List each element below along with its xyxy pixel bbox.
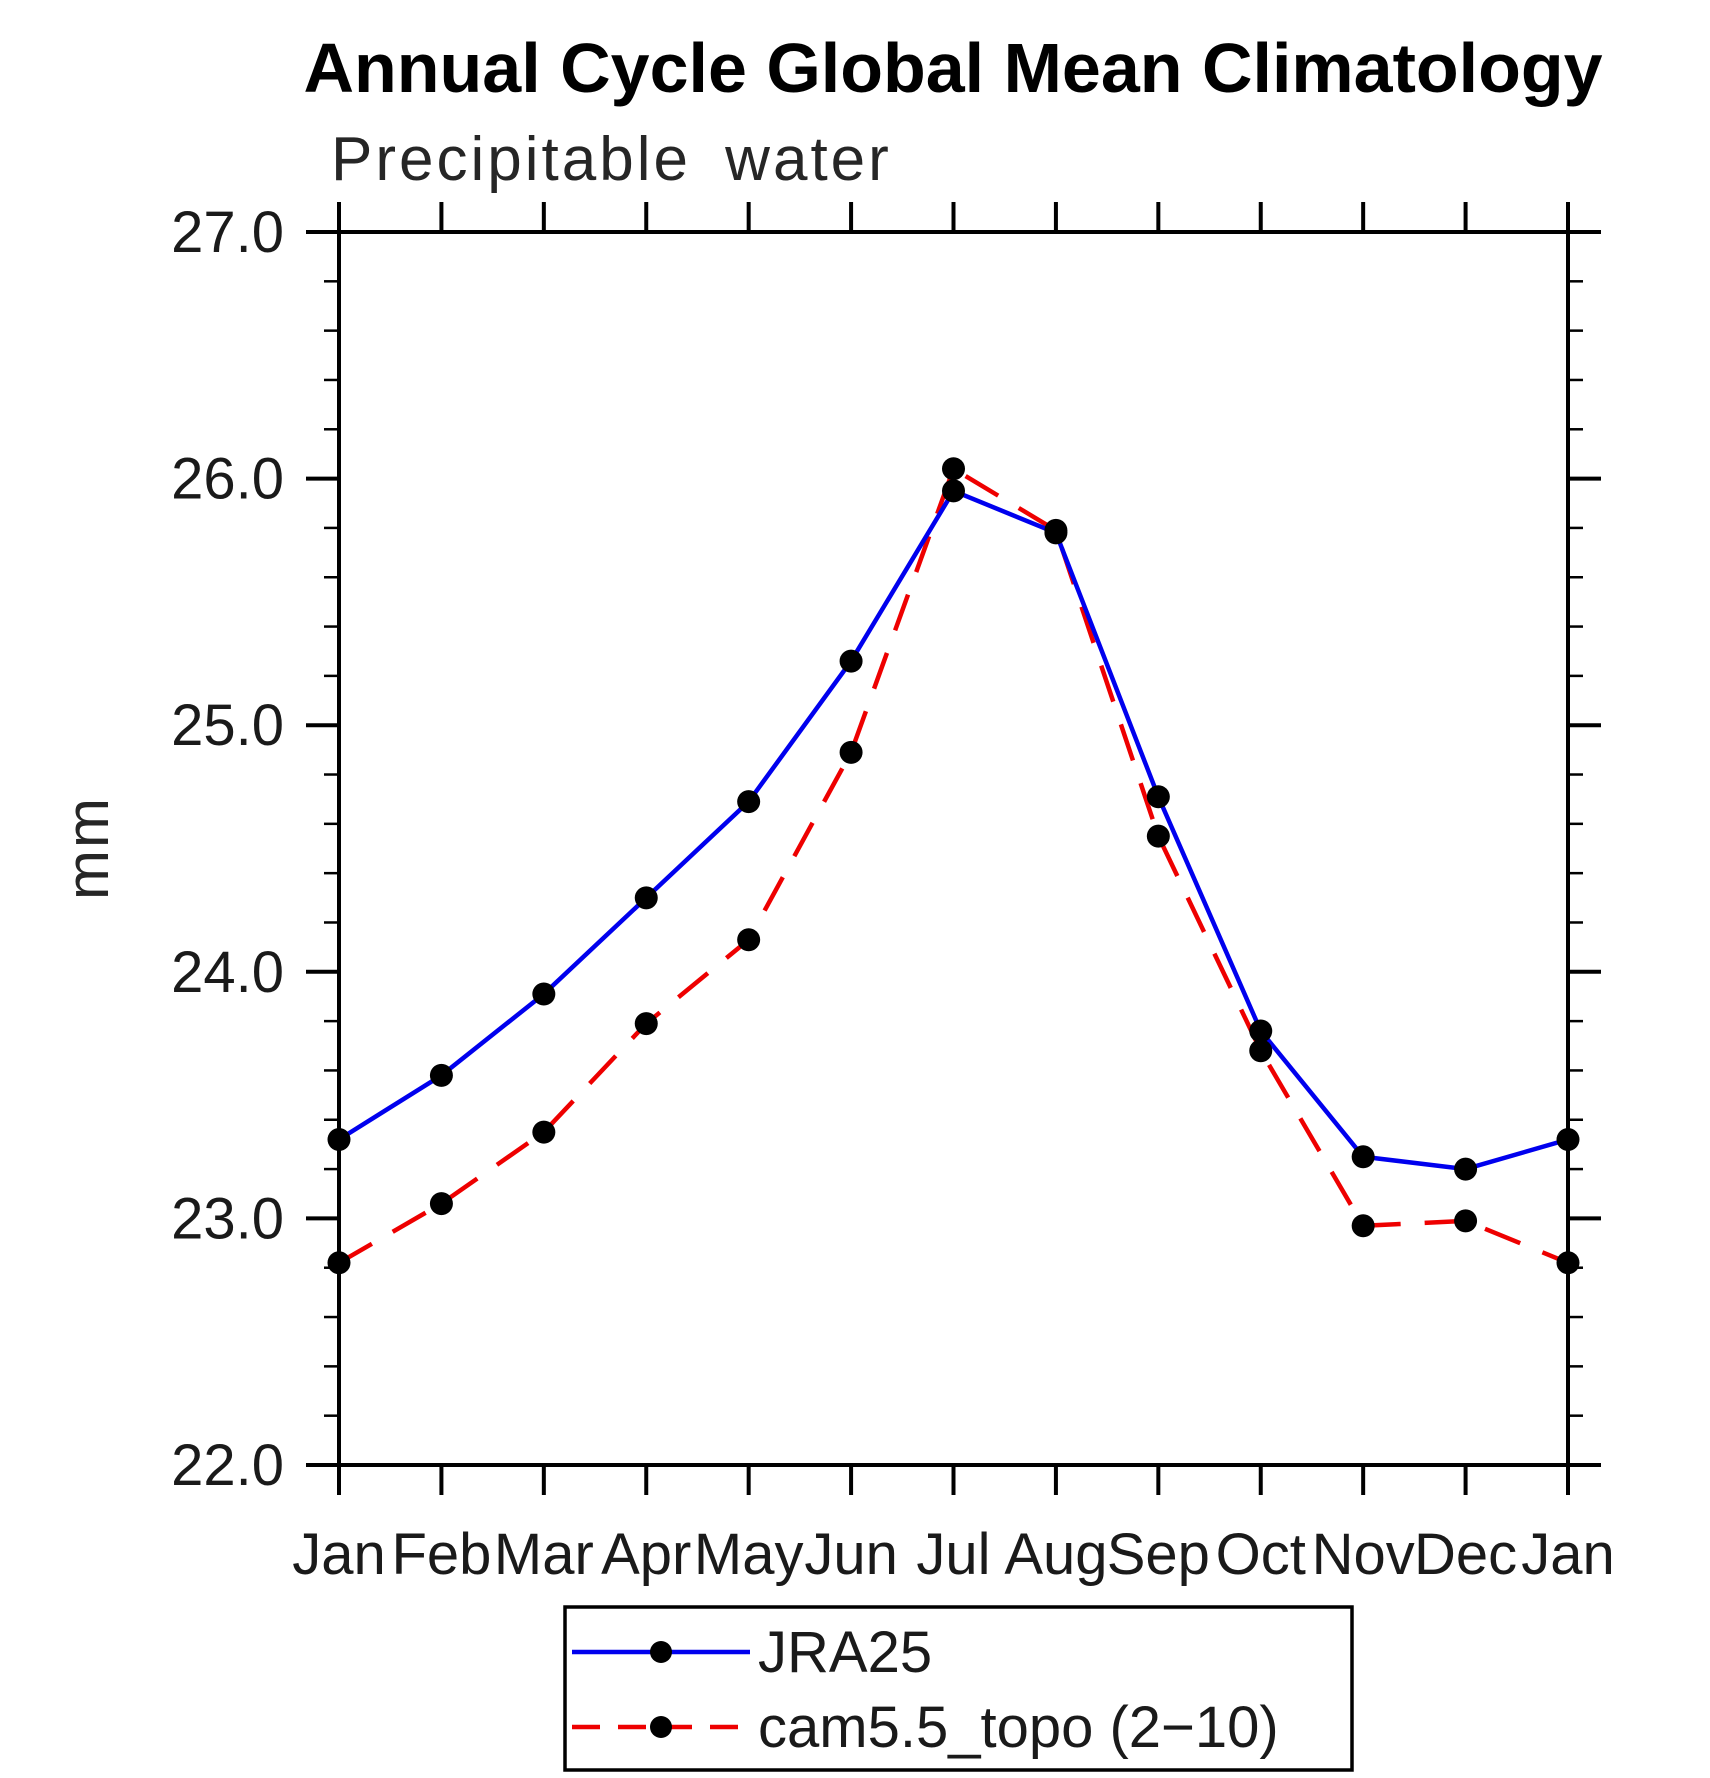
x-tick-label: Feb [391, 1522, 491, 1587]
data-point-marker [942, 479, 965, 503]
data-point-marker [942, 457, 965, 481]
data-point-marker [839, 649, 863, 673]
series-line-jra25 [337, 488, 1569, 1172]
y-axis-ticks: 22.0 23.0 24.0 25.0 26.0 27.0 [171, 200, 1601, 1498]
data-point-marker [634, 1012, 658, 1036]
chart-subtitle: Precipitable water [331, 125, 892, 194]
x-tick-label: Mar [494, 1522, 594, 1587]
data-point-marker [429, 1192, 453, 1216]
data-point-marker [532, 1120, 556, 1144]
data-point-marker [1556, 1127, 1580, 1151]
series-line-cam5-5-topo-2-10- [337, 465, 1569, 1265]
x-tick-label: Jul [916, 1522, 990, 1587]
data-point-marker [634, 886, 658, 910]
data-point-marker [327, 1251, 351, 1275]
data-point-marker [1249, 1039, 1273, 1063]
legend: JRA25 cam5.5_topo (2−10) [563, 1605, 1354, 1772]
x-tick-label: Aug [1004, 1522, 1107, 1587]
data-point-marker [737, 928, 761, 952]
plot-frame [337, 230, 1570, 1467]
y-tick-label: 24.0 [171, 940, 284, 1005]
data-point-markers [327, 457, 1580, 1275]
x-tick-label: Sep [1107, 1522, 1210, 1587]
data-point-marker [1454, 1209, 1478, 1233]
page-title: Annual Cycle Global Mean Climatology [303, 29, 1602, 107]
legend-label-cam55-topo: cam5.5_topo (2−10) [758, 1695, 1279, 1760]
data-point-marker [429, 1063, 453, 1087]
data-point-marker [327, 1127, 351, 1151]
x-axis-ticks: Jan Feb Mar Apr May Jun Jul Aug Sep Oct Nov Dec Jan [292, 202, 1615, 1587]
data-point-marker [839, 740, 863, 764]
legend-marker-icon [650, 1641, 672, 1663]
data-point-marker [1454, 1157, 1478, 1181]
legend-marker-icon [650, 1716, 672, 1738]
data-point-marker [1044, 521, 1068, 545]
data-point-marker [1556, 1251, 1580, 1275]
x-tick-label: Jan [1521, 1522, 1615, 1587]
x-tick-label: Dec [1414, 1522, 1517, 1587]
data-point-marker [1249, 1019, 1273, 1043]
legend-row-jra25: JRA25 [572, 1620, 932, 1685]
x-tick-label: Jun [804, 1522, 898, 1587]
data-point-marker [532, 982, 556, 1006]
y-tick-label: 26.0 [171, 447, 284, 512]
x-tick-label: May [694, 1522, 804, 1587]
legend-row-cam55-topo: cam5.5_topo (2−10) [572, 1695, 1279, 1760]
x-tick-label: Nov [1312, 1522, 1415, 1587]
y-tick-label: 23.0 [171, 1186, 284, 1251]
data-point-marker [1146, 785, 1170, 809]
y-tick-label: 27.0 [171, 200, 284, 265]
data-point-marker [1351, 1145, 1375, 1169]
y-tick-label: 22.0 [171, 1433, 284, 1498]
x-tick-label: Oct [1216, 1522, 1306, 1587]
data-point-marker [737, 790, 761, 814]
x-tick-label: Jan [292, 1522, 386, 1587]
x-tick-label: Apr [601, 1522, 691, 1587]
data-point-marker [1351, 1214, 1375, 1238]
data-point-marker [1146, 824, 1170, 848]
y-tick-label: 25.0 [171, 693, 284, 758]
legend-box [563, 1605, 1354, 1772]
y-axis-label: mm [54, 796, 121, 900]
legend-label-jra25: JRA25 [758, 1620, 932, 1685]
